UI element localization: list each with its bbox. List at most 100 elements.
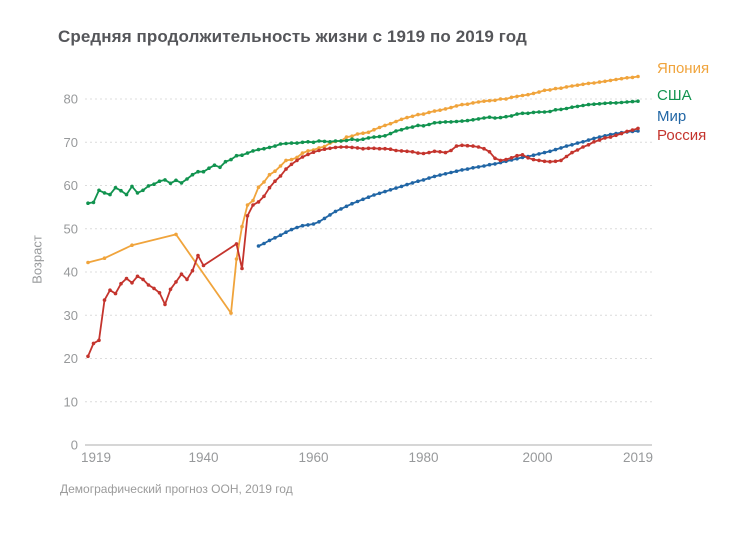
- series-point: [454, 144, 459, 148]
- series-point: [460, 102, 464, 107]
- series-point: [240, 266, 244, 271]
- series-point: [267, 185, 272, 190]
- y-tick-label-40: 40: [64, 265, 78, 280]
- series-point: [476, 165, 481, 169]
- series-point: [146, 283, 151, 287]
- series-point: [509, 156, 514, 160]
- y-tick-label-60: 60: [64, 178, 78, 193]
- y-tick-label-30: 30: [64, 308, 78, 323]
- series-point: [487, 98, 492, 103]
- series-point: [168, 181, 173, 186]
- series-point: [388, 121, 393, 126]
- series-point: [130, 281, 134, 285]
- series-point: [322, 147, 327, 151]
- series-point: [262, 146, 266, 151]
- series-point: [575, 104, 580, 109]
- series-point: [185, 177, 189, 181]
- series-point: [388, 147, 393, 151]
- series-point: [328, 140, 332, 144]
- series-point: [317, 220, 321, 224]
- series-point: [262, 180, 266, 184]
- y-tick-label-80: 80: [64, 92, 78, 107]
- series-point: [416, 179, 420, 183]
- series-point: [124, 192, 129, 197]
- series-point: [141, 277, 145, 282]
- series-point: [190, 172, 195, 177]
- legend-label-3: Россия: [657, 127, 706, 144]
- series-point: [592, 140, 596, 144]
- series-point: [443, 150, 448, 155]
- series-point: [526, 111, 530, 116]
- series-point: [482, 99, 486, 103]
- series-point: [603, 79, 607, 84]
- series-point: [421, 151, 426, 156]
- series-point: [119, 188, 123, 193]
- series-point: [86, 260, 90, 265]
- series-point: [482, 164, 486, 168]
- series-point: [553, 86, 558, 91]
- series-point: [548, 159, 552, 164]
- series-point: [333, 145, 338, 150]
- series-point: [630, 75, 635, 80]
- series-point: [350, 201, 354, 206]
- y-tick-label-0: 0: [71, 438, 78, 453]
- series-point: [471, 166, 475, 170]
- series-point: [212, 163, 217, 167]
- series-point: [256, 200, 261, 204]
- series-point: [179, 181, 184, 185]
- series-point: [438, 108, 442, 112]
- series-point: [498, 97, 503, 101]
- series-point: [344, 135, 349, 139]
- series-point: [636, 74, 640, 79]
- series-point: [394, 148, 398, 153]
- series-point: [372, 135, 376, 139]
- series-point: [124, 276, 129, 281]
- series-point: [361, 131, 365, 135]
- series-point: [179, 272, 184, 277]
- series-point: [416, 151, 420, 155]
- series-point: [438, 150, 442, 154]
- series-point: [300, 155, 305, 159]
- series-point: [493, 98, 497, 103]
- series-point: [548, 88, 552, 92]
- series-point: [443, 120, 448, 124]
- series-point: [196, 169, 200, 174]
- series-point: [355, 146, 360, 150]
- series-point: [427, 176, 431, 180]
- series-point: [91, 341, 96, 346]
- series-point: [262, 241, 266, 246]
- series-point: [163, 302, 167, 307]
- series-point: [405, 149, 409, 154]
- series-point: [575, 148, 580, 152]
- legend-label-2: Мир: [657, 108, 686, 125]
- series-point: [531, 157, 536, 162]
- series-point: [267, 238, 272, 243]
- series-point: [267, 172, 272, 177]
- series-point: [388, 188, 393, 192]
- series-point: [383, 134, 387, 138]
- series-point: [619, 76, 624, 81]
- series-point: [575, 83, 580, 87]
- series-point: [108, 288, 112, 293]
- series-point: [339, 207, 343, 211]
- series-point: [537, 110, 541, 114]
- series-point: [174, 280, 178, 284]
- x-tick-label-1960: 1960: [298, 450, 328, 465]
- series-point: [471, 118, 475, 122]
- series-point: [427, 150, 431, 155]
- series-point: [625, 76, 629, 80]
- series-point: [608, 132, 613, 137]
- series-point: [306, 223, 310, 227]
- series-point: [146, 184, 151, 188]
- series-point: [603, 136, 607, 140]
- series-point: [284, 230, 288, 234]
- series-point: [592, 136, 596, 141]
- series-point: [443, 107, 448, 111]
- series-point: [262, 194, 266, 199]
- series-point: [328, 213, 332, 217]
- series-point: [636, 129, 640, 133]
- series-point: [564, 144, 569, 148]
- series-point: [427, 122, 431, 127]
- series-point: [295, 155, 299, 160]
